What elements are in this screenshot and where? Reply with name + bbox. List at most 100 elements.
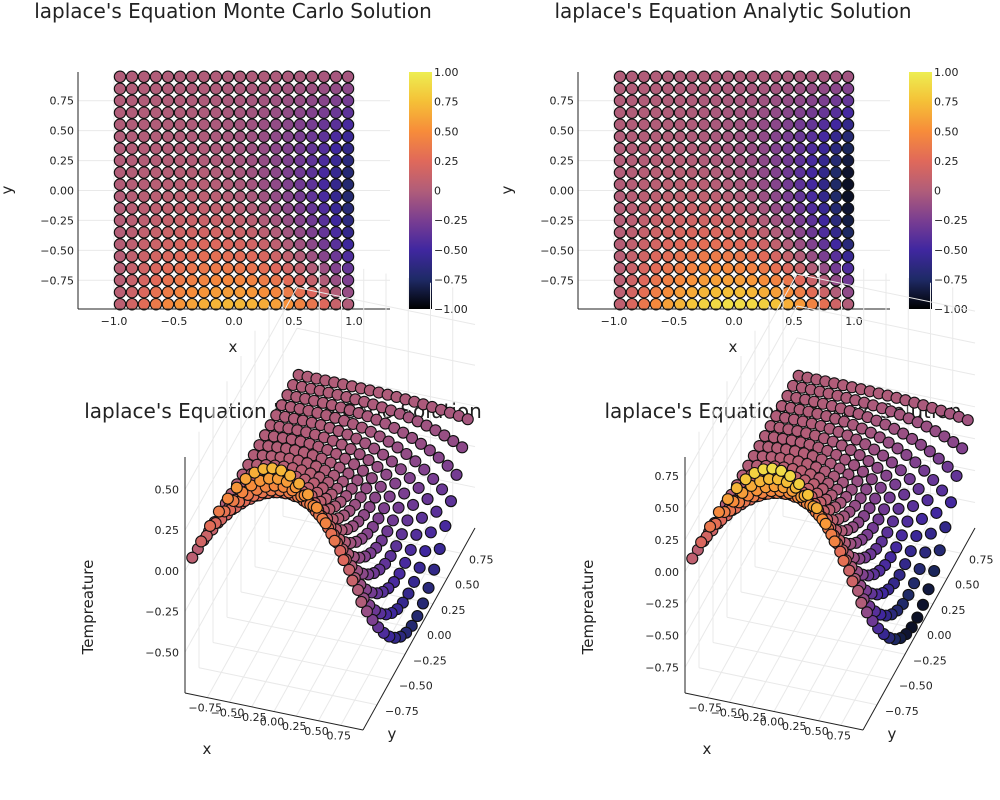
data-point xyxy=(329,190,343,203)
data-point xyxy=(341,154,355,167)
data-point xyxy=(185,106,199,119)
data-point xyxy=(173,154,187,167)
data-point xyxy=(685,250,699,263)
data-point xyxy=(721,262,735,275)
data-point xyxy=(245,154,259,167)
data-point xyxy=(344,442,357,456)
data-point xyxy=(329,226,343,239)
colorbar-ticks: −1.00 −0.75 −0.50 −0.25 0 0.25 0.50 0.75 1.00 xyxy=(434,66,468,316)
data-point xyxy=(914,438,928,451)
data-point xyxy=(269,70,283,84)
data-point xyxy=(405,431,419,444)
data-point xyxy=(245,262,259,275)
colorbar-tick-label: −0.25 xyxy=(434,214,468,227)
data-point xyxy=(673,118,687,131)
x-tick-label: 0.00 xyxy=(260,716,285,729)
data-point xyxy=(697,274,711,287)
data-point xyxy=(781,106,795,119)
data-point xyxy=(757,94,771,107)
axes xyxy=(184,457,476,731)
data-point xyxy=(661,262,675,275)
data-point xyxy=(233,118,247,131)
data-point xyxy=(423,444,436,457)
data-point xyxy=(817,214,831,227)
data-point xyxy=(637,214,651,227)
data-point xyxy=(805,142,819,155)
data-point xyxy=(829,226,843,239)
data-point xyxy=(781,238,795,251)
data-point xyxy=(257,118,271,131)
data-point xyxy=(721,130,735,143)
data-point xyxy=(209,178,223,191)
data-point xyxy=(745,190,759,203)
data-point xyxy=(817,118,831,131)
data-point xyxy=(829,214,843,227)
data-point xyxy=(173,274,187,287)
data-point xyxy=(781,262,795,275)
data-point xyxy=(233,94,247,107)
data-point xyxy=(281,82,295,96)
data-point xyxy=(805,118,819,131)
data-point xyxy=(745,154,759,167)
data-point xyxy=(819,517,832,530)
data-point xyxy=(329,274,343,287)
data-point xyxy=(113,106,127,119)
data-point xyxy=(376,448,390,461)
data-point xyxy=(637,154,651,167)
data-point xyxy=(673,94,687,107)
data-point xyxy=(829,130,843,143)
data-point xyxy=(233,166,247,179)
data-point xyxy=(149,106,163,119)
y-tick-label: 0.50 xyxy=(455,579,480,592)
y-tick-label: 0.75 xyxy=(550,95,575,108)
y-tick-label: 0.50 xyxy=(50,125,75,138)
data-point xyxy=(947,436,960,449)
data-point xyxy=(113,250,127,263)
data-point xyxy=(793,262,807,275)
data-point xyxy=(649,297,663,311)
data-point xyxy=(221,118,235,131)
data-point xyxy=(257,130,271,143)
data-point xyxy=(397,426,410,439)
data-point xyxy=(293,238,307,251)
data-point xyxy=(317,106,331,119)
data-point xyxy=(113,154,127,167)
data-point xyxy=(637,262,651,275)
data-point xyxy=(233,226,247,239)
data-point xyxy=(347,458,361,471)
data-point xyxy=(757,190,771,203)
data-point xyxy=(233,250,247,263)
data-point xyxy=(895,529,908,542)
data-point xyxy=(793,130,807,143)
data-point xyxy=(305,166,319,179)
data-point xyxy=(649,118,663,131)
data-point xyxy=(161,262,175,275)
data-point xyxy=(161,106,175,119)
data-point xyxy=(625,250,639,263)
data-point xyxy=(403,471,416,485)
grid-line xyxy=(796,273,976,312)
data-point xyxy=(613,70,627,84)
x-tick-label: −0.50 xyxy=(711,706,745,719)
data-point xyxy=(805,214,819,227)
data-point xyxy=(685,190,699,203)
data-point xyxy=(733,154,747,167)
data-point xyxy=(733,297,747,311)
data-point xyxy=(329,214,343,227)
data-point xyxy=(412,481,425,494)
y-tick-label: −0.75 xyxy=(885,705,919,718)
y-tick-label: 0.25 xyxy=(441,604,466,617)
data-point xyxy=(293,297,307,311)
data-point xyxy=(173,166,187,179)
data-point xyxy=(233,274,247,287)
data-point xyxy=(113,166,127,179)
data-point xyxy=(637,166,651,179)
data-point xyxy=(113,274,127,287)
data-point xyxy=(649,226,663,239)
y-tick-label: −0.25 xyxy=(413,654,447,667)
data-point xyxy=(209,94,223,107)
data-point xyxy=(197,274,211,287)
data-point xyxy=(372,512,385,525)
data-point xyxy=(810,502,823,515)
data-point xyxy=(757,238,771,251)
